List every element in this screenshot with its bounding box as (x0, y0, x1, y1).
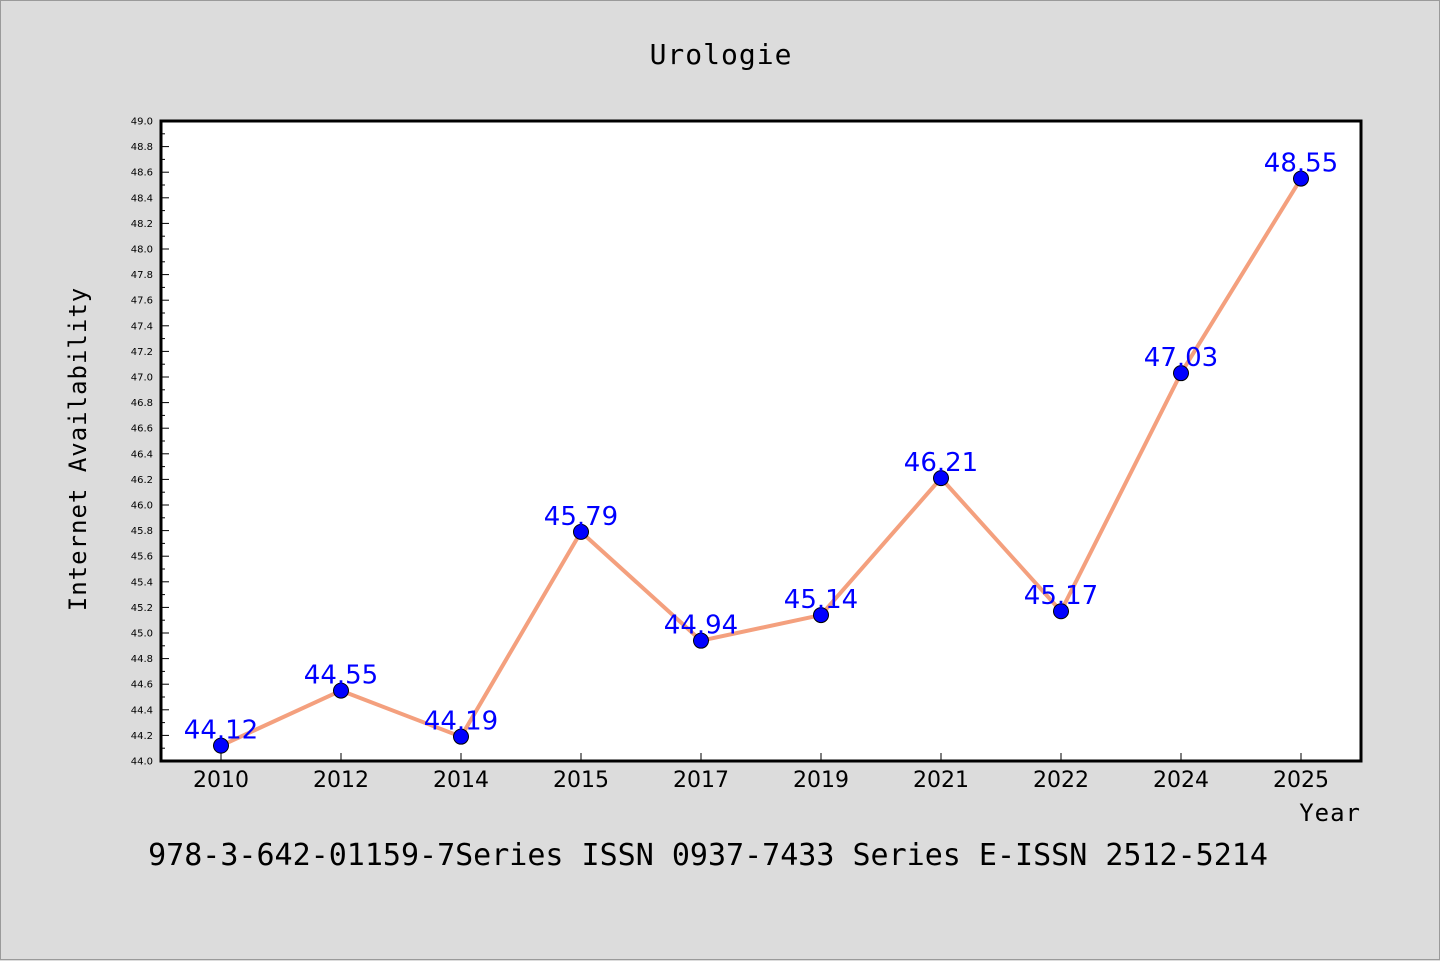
data-point (1053, 603, 1069, 620)
data-point (573, 523, 589, 540)
y-tick-label: 47.2 (131, 347, 153, 358)
y-tick-label: 44.8 (131, 654, 153, 665)
y-tick-label: 45.4 (131, 577, 153, 588)
x-tick-label: 2014 (433, 768, 489, 793)
y-tick-label: 47.8 (131, 270, 153, 281)
y-tick-label: 48.0 (131, 245, 153, 256)
x-tick-label: 2024 (1153, 768, 1209, 793)
x-tick-label: 2012 (313, 768, 369, 793)
data-label: 45.79 (544, 502, 618, 532)
x-tick-label: 2025 (1273, 768, 1329, 793)
data-point (1173, 365, 1189, 382)
chart-title: Urologie (650, 38, 793, 71)
y-tick-label: 46.0 (131, 501, 153, 512)
footer-isbn-text: 978-3-642-01159-7Series ISSN 0937-7433 S… (148, 838, 1268, 873)
y-tick-label: 44.4 (131, 705, 153, 716)
data-point (933, 470, 949, 487)
data-label: 44.94 (664, 611, 738, 641)
x-tick-label: 2015 (553, 768, 609, 793)
y-axis-ticks: 44.0 44.2 44.4 44.6 44.8 45.0 45.2 45.4 45.6 45.8… (131, 117, 169, 768)
y-tick-label: 47.4 (131, 321, 153, 332)
y-tick-label: 46.6 (131, 424, 153, 435)
data-point (333, 682, 349, 699)
y-tick-label: 48.4 (131, 193, 153, 204)
plot-area (159, 119, 1363, 763)
y-tick-label: 46.4 (131, 449, 153, 460)
series-line (220, 177, 1303, 748)
y-tick-label: 45.0 (131, 629, 153, 640)
y-tick-label: 44.0 (131, 757, 153, 768)
data-label: 44.19 (424, 707, 498, 737)
y-tick-label: 48.8 (131, 142, 153, 153)
y-tick-label: 48.2 (131, 219, 153, 230)
y-tick-label: 47.0 (131, 373, 153, 384)
data-label: 46.21 (904, 448, 978, 478)
data-label: 47.03 (1144, 343, 1218, 373)
data-point (213, 737, 229, 754)
data-label: 44.55 (304, 661, 378, 691)
data-label: 45.14 (784, 585, 858, 615)
y-axis-label: Internet Availability (64, 287, 92, 611)
data-label: 44.12 (184, 716, 258, 746)
y-tick-label: 45.6 (131, 552, 153, 563)
data-label: 48.55 (1264, 149, 1338, 179)
y-tick-label: 48.6 (131, 168, 153, 179)
data-labels: 44.12 44.55 44.19 45.79 44.94 45.14 46.21 45.17… (184, 149, 1338, 746)
y-tick-label: 45.2 (131, 603, 153, 614)
y-tick-label: 45.8 (131, 526, 153, 537)
y-tick-label: 49.0 (131, 117, 153, 128)
data-point (813, 607, 829, 624)
y-tick-label: 47.6 (131, 296, 153, 307)
data-points (213, 170, 1309, 754)
x-axis-ticks: 2010 2012 2014 2015 2017 2019 2021 2022 2024 2025 (193, 753, 1329, 793)
x-axis-label: Year (1299, 799, 1361, 827)
x-tick-label: 2021 (913, 768, 969, 793)
data-point (1293, 170, 1309, 187)
data-point (453, 728, 469, 745)
y-tick-label: 44.2 (131, 731, 153, 742)
y-tick-label: 44.6 (131, 680, 153, 691)
data-label: 45.17 (1024, 581, 1098, 611)
x-tick-label: 2017 (673, 768, 729, 793)
x-tick-label: 2019 (793, 768, 849, 793)
y-tick-label: 46.2 (131, 475, 153, 486)
series-line-group (220, 177, 1303, 748)
y-tick-label: 46.8 (131, 398, 153, 409)
data-point (693, 632, 709, 649)
x-tick-label: 2022 (1033, 768, 1089, 793)
x-tick-label: 2010 (193, 768, 249, 793)
